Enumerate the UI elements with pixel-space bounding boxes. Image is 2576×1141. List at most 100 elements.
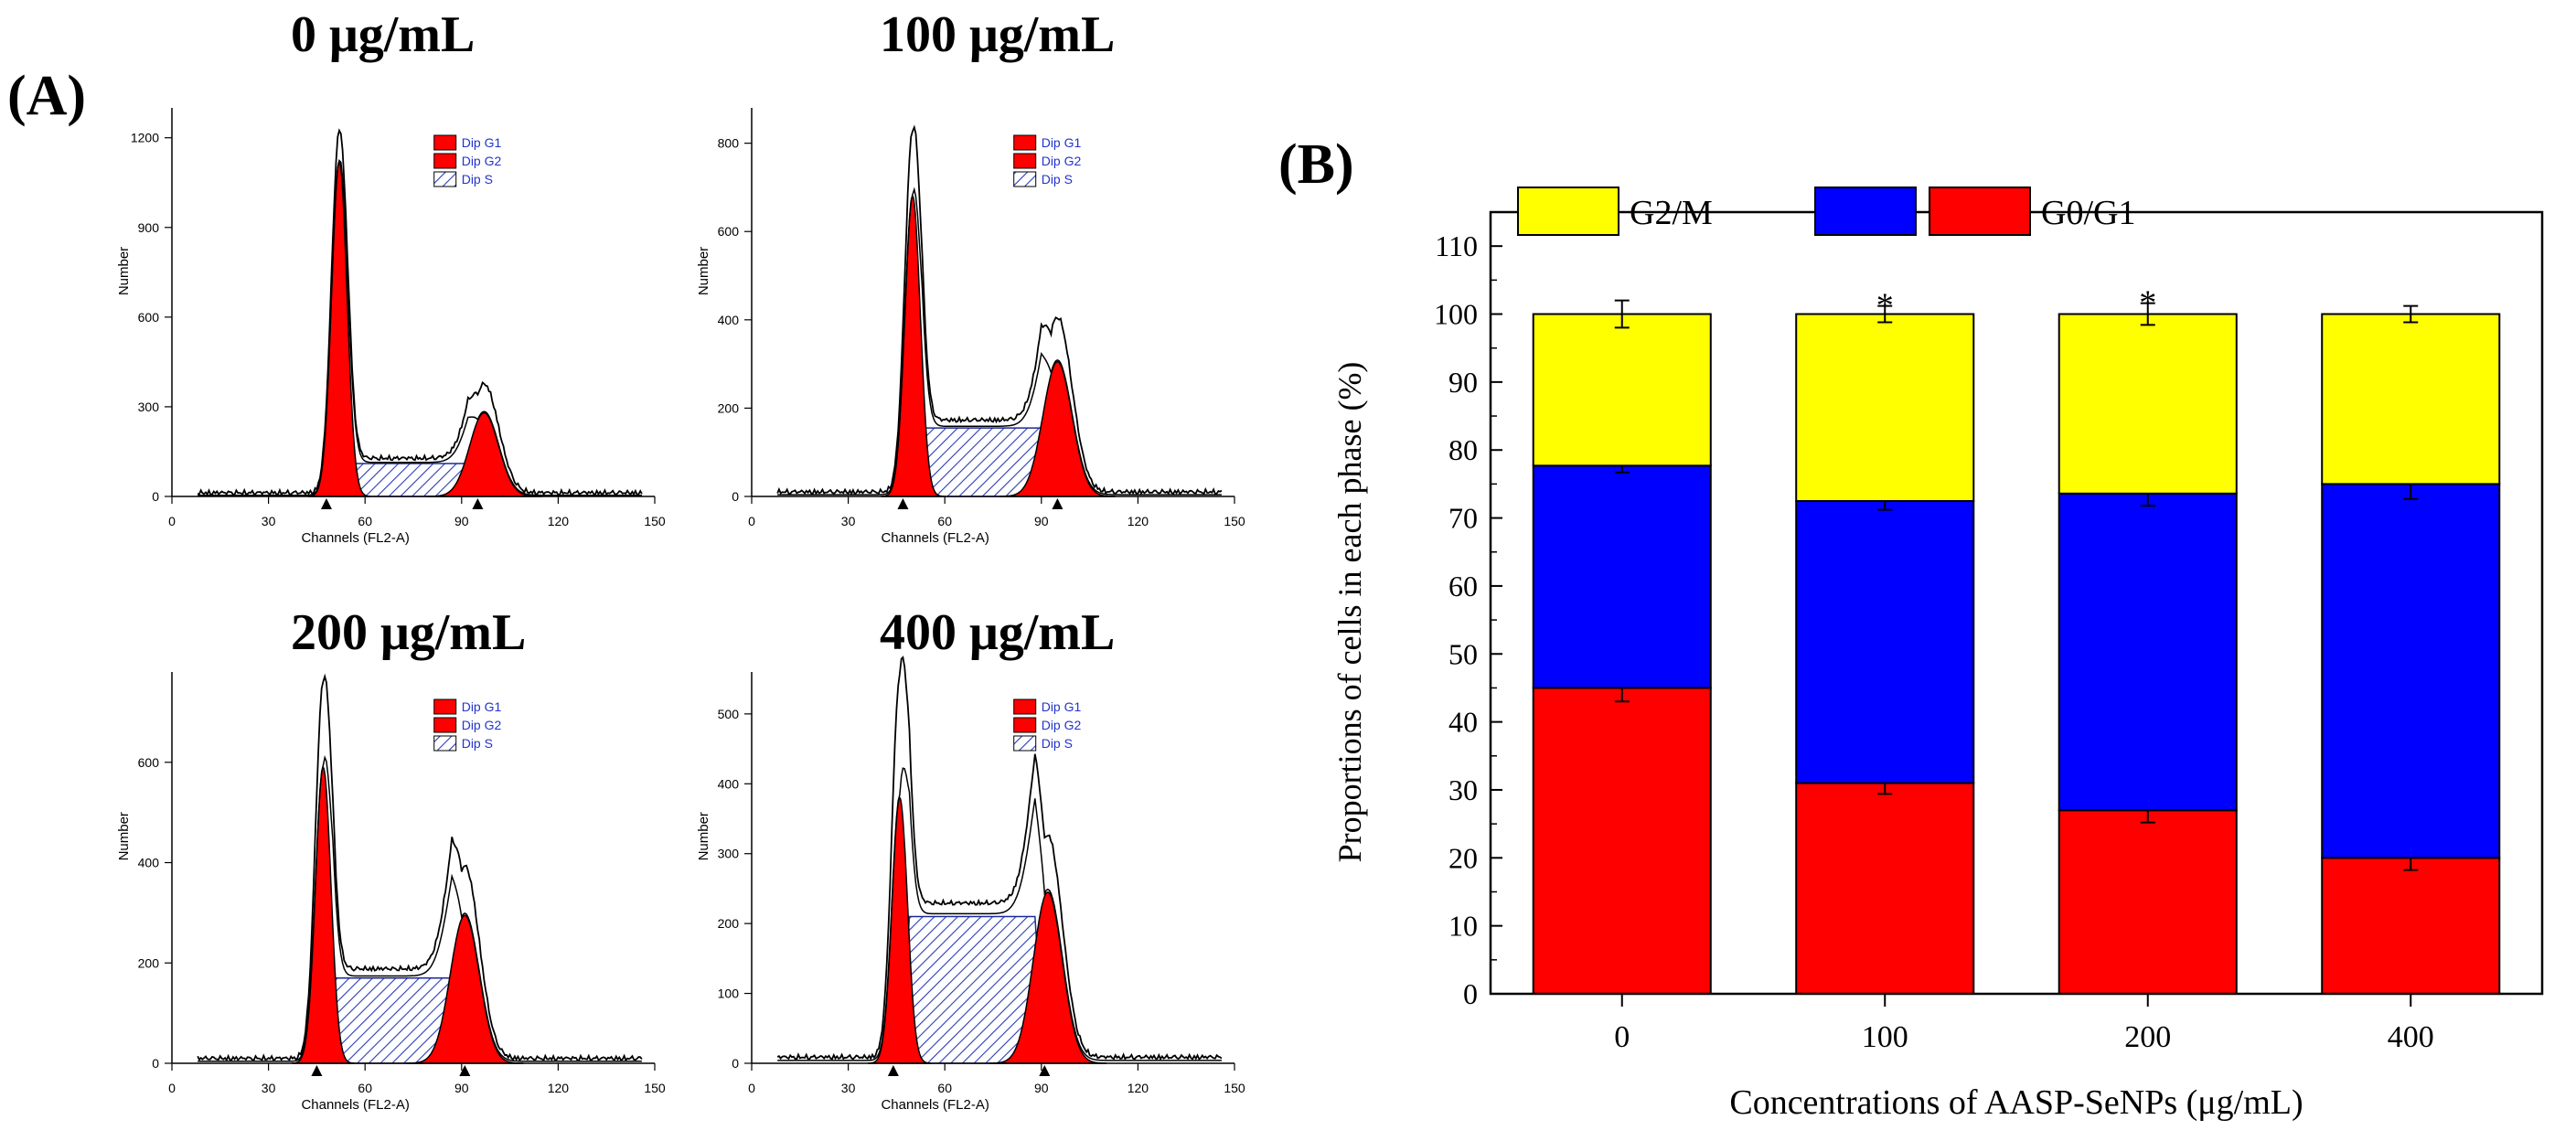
g2-peak — [405, 914, 524, 1064]
significance-asterisk: * — [2139, 284, 2156, 323]
y-tick-label: 40 — [1448, 706, 1478, 739]
y-tick-label: 0 — [152, 489, 159, 504]
g2-peak — [426, 411, 542, 497]
y-tick-label: 800 — [718, 136, 740, 151]
y-tick-label: 0 — [732, 489, 739, 504]
gate-marker — [897, 498, 909, 509]
x-tick-label: 150 — [1224, 514, 1245, 528]
x-tick-label: 0 — [748, 1081, 755, 1095]
y-tick-label: 1200 — [131, 131, 159, 145]
y-tick-label: 80 — [1448, 433, 1478, 466]
legend-swatch — [1517, 187, 1619, 236]
category-label: 0 — [1614, 1020, 1630, 1054]
legend-swatch — [433, 153, 457, 169]
x-tick-label: 30 — [841, 1081, 856, 1095]
y-tick-label: 600 — [138, 755, 160, 770]
g1-peak — [868, 796, 931, 1064]
x-tick-label: 120 — [1128, 1081, 1149, 1095]
x-axis-label: Channels (FL2-A) — [301, 530, 409, 546]
gate-marker — [311, 1065, 323, 1076]
legend-swatch — [433, 717, 457, 733]
y-axis-label: Number — [696, 247, 711, 295]
y-tick-label: 110 — [1435, 229, 1478, 262]
s-phase-region — [337, 463, 479, 497]
legend-label: Dip S — [1042, 736, 1073, 751]
bar-segment-s-400 — [2321, 483, 2501, 859]
x-axis-label: Channels (FL2-A) — [301, 1097, 409, 1113]
histogram-panel-1: 0 μg/mL 0 30 60 90 120 150 0 300 600 900 1200 Channe… — [116, 6, 666, 546]
x-tick-label: 30 — [262, 514, 276, 528]
legend-swatch — [1814, 187, 1917, 236]
legend-swatch — [1013, 717, 1037, 733]
gate-marker — [1052, 498, 1064, 509]
y-axis-label: Number — [116, 812, 132, 860]
y-tick-label: 70 — [1448, 502, 1478, 535]
y-tick-label: 600 — [138, 310, 160, 325]
x-axis-label: Concentrations of AASP-SeNPs (μg/mL) — [1729, 1083, 2303, 1122]
gate-marker — [887, 1065, 899, 1076]
x-tick-label: 60 — [937, 514, 952, 528]
bar-segment-g2m-400 — [2321, 313, 2501, 485]
g2-peak — [989, 890, 1106, 1064]
x-tick-label: 60 — [937, 1081, 952, 1095]
x-tick-label: 90 — [454, 1081, 469, 1095]
model-fit-line — [198, 158, 642, 496]
legend-label: Dip G2 — [1042, 154, 1082, 168]
bar-segment-g0g1-0 — [1532, 687, 1712, 995]
y-tick-label: 900 — [138, 220, 160, 235]
x-axis-label: Channels (FL2-A) — [881, 1097, 989, 1113]
bar-segment-g0g1-200 — [2058, 809, 2238, 995]
legend-label: Dip G1 — [462, 699, 502, 714]
y-tick-label: 0 — [152, 1056, 159, 1071]
y-tick-label: 100 — [718, 986, 740, 1001]
legend-swatch — [433, 735, 457, 752]
x-tick-label: 120 — [548, 514, 570, 528]
legend-swatch — [433, 698, 457, 715]
model-fit-line — [198, 754, 642, 1062]
legend-swatch — [1013, 153, 1037, 169]
bar-segment-s-200 — [2058, 492, 2238, 812]
gate-marker — [472, 498, 484, 509]
legend-swatch — [1013, 735, 1037, 752]
legend-label: Dip G1 — [1042, 699, 1082, 714]
panel-b-label: (B) — [1278, 133, 1354, 196]
bar-segment-g0g1-400 — [2321, 857, 2501, 995]
x-tick-label: 120 — [1128, 514, 1149, 528]
y-tick-label: 60 — [1448, 570, 1478, 602]
y-tick-label: 400 — [138, 856, 160, 870]
category-label: 200 — [2124, 1020, 2171, 1054]
y-tick-label: 300 — [718, 847, 740, 861]
x-tick-label: 30 — [841, 514, 856, 528]
histogram-title: 0 μg/mL — [291, 6, 475, 63]
histogram-panel-3: 200 μg/mL 0 30 60 90 120 150 0 200 400 600 Channels… — [116, 604, 666, 1113]
legend-label: Dip G2 — [1042, 718, 1082, 732]
legend-label: Dip G2 — [462, 154, 502, 168]
data-outline — [197, 673, 643, 1062]
y-tick-label: 400 — [718, 776, 740, 791]
histogram-panel-2: 100 μg/mL 0 30 60 90 120 150 0 200 400 600 800 Chann… — [696, 6, 1245, 546]
gate-marker — [1039, 1065, 1051, 1076]
y-tick-label: 0 — [732, 1056, 739, 1071]
x-tick-label: 90 — [1034, 1081, 1049, 1095]
legend-label: Dip S — [1042, 172, 1073, 187]
y-tick-label: 200 — [718, 400, 740, 415]
data-outline — [197, 128, 643, 496]
y-tick-label: 600 — [718, 224, 740, 239]
x-tick-label: 120 — [548, 1081, 570, 1095]
x-tick-label: 150 — [644, 1081, 666, 1095]
gate-marker — [459, 1065, 471, 1076]
legend-swatch — [1013, 171, 1037, 187]
g1-peak — [307, 160, 371, 497]
histogram-panels: 0 μg/mL0 30 60 90 120 15003006009001200Channe… — [116, 6, 1245, 1113]
legend-label: Dip S — [462, 736, 493, 751]
data-outline — [776, 656, 1223, 1061]
y-tick-label: 500 — [718, 707, 740, 721]
panel-a-label: (A) — [7, 65, 86, 127]
x-tick-label: 60 — [358, 514, 372, 528]
x-tick-label: 90 — [1034, 514, 1049, 528]
x-tick-label: 60 — [358, 1081, 372, 1095]
histogram-title: 200 μg/mL — [291, 604, 526, 661]
x-tick-label: 90 — [454, 514, 469, 528]
x-tick-label: 150 — [644, 514, 666, 528]
histogram-title: 100 μg/mL — [880, 6, 1115, 63]
